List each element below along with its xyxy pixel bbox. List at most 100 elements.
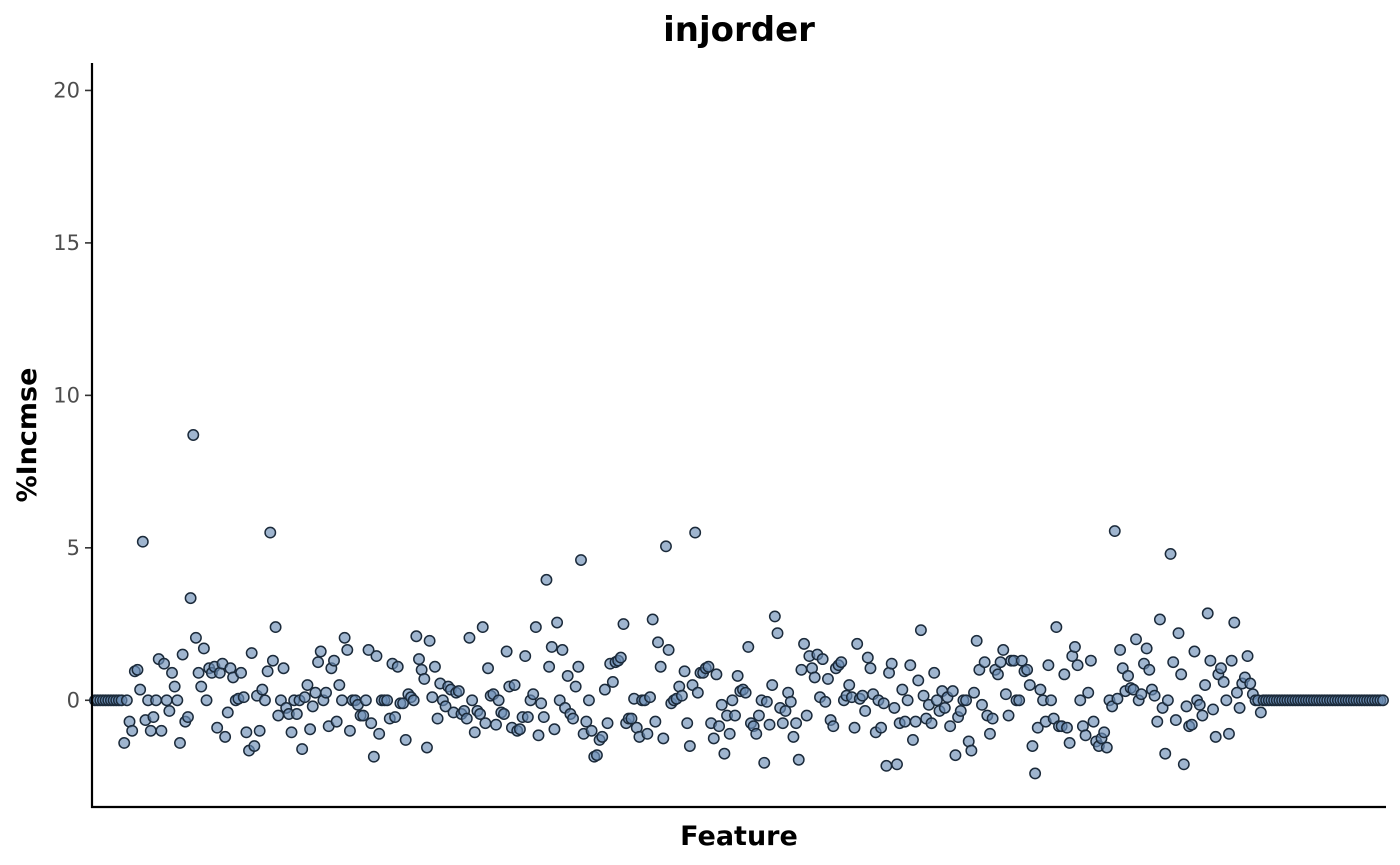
data-point: [1068, 640, 1081, 653]
data-point: [888, 701, 901, 714]
data-point: [1201, 607, 1214, 620]
data-point: [519, 650, 532, 663]
data-point: [1161, 694, 1174, 707]
data-point: [413, 653, 425, 666]
data-point: [1071, 659, 1084, 672]
data-point: [1207, 703, 1219, 716]
data-point: [660, 540, 672, 553]
y-tick-label: 10: [53, 383, 80, 407]
data-point: [598, 683, 611, 696]
data-point: [569, 680, 582, 693]
data-point: [155, 724, 168, 737]
data-point: [1199, 679, 1212, 691]
data-point: [885, 657, 898, 670]
data-point: [423, 634, 436, 647]
data-point: [718, 747, 731, 760]
data-point: [976, 698, 988, 711]
data-point: [739, 686, 752, 699]
data-point: [567, 712, 579, 725]
data-point: [1185, 718, 1198, 731]
data-point: [1015, 654, 1028, 667]
data-point: [1223, 727, 1235, 740]
data-point: [338, 631, 351, 644]
data-point: [1193, 698, 1206, 711]
data-point: [256, 683, 269, 696]
data-point: [864, 662, 877, 675]
data-point: [1204, 654, 1217, 667]
data-point: [336, 694, 348, 707]
data-point: [407, 694, 420, 707]
data-point: [925, 717, 938, 730]
data-point: [1111, 692, 1124, 705]
data-point: [176, 648, 189, 661]
data-point: [1148, 689, 1161, 702]
data-point: [766, 679, 779, 691]
data-point: [978, 656, 991, 669]
data-point: [1241, 650, 1254, 663]
y-tick-label: 20: [53, 78, 80, 102]
data-point: [1100, 741, 1113, 754]
data-point: [367, 750, 380, 763]
data-point: [1169, 714, 1182, 727]
data-point: [521, 711, 534, 723]
data-point: [681, 717, 694, 730]
data-point: [314, 645, 327, 658]
data-point: [240, 726, 253, 739]
data-point: [795, 663, 808, 676]
data-point: [490, 718, 502, 731]
data-point: [891, 758, 903, 771]
data-point: [195, 680, 208, 693]
data-point: [835, 656, 848, 669]
data-point: [1135, 688, 1148, 701]
data-point: [261, 665, 274, 678]
data-point: [1023, 679, 1036, 691]
data-point: [245, 647, 258, 659]
data-point: [1196, 709, 1209, 722]
data-point: [914, 624, 927, 637]
data-point: [899, 715, 911, 728]
data-point: [1172, 627, 1185, 640]
data-point: [928, 666, 941, 679]
data-point: [1058, 668, 1071, 681]
data-point: [312, 656, 325, 669]
y-tick-label: 5: [67, 536, 80, 560]
data-point: [359, 694, 372, 707]
data-point: [492, 694, 505, 707]
data-point: [752, 709, 765, 722]
data-point: [508, 679, 521, 691]
data-point: [580, 715, 593, 728]
data-point: [197, 642, 210, 655]
data-point: [875, 721, 888, 734]
data-point: [954, 705, 967, 717]
data-point: [500, 645, 513, 658]
data-point: [675, 689, 688, 702]
data-point: [917, 689, 930, 702]
data-point: [266, 654, 279, 667]
data-point: [991, 668, 1004, 681]
data-point: [482, 662, 494, 675]
data-point: [1122, 669, 1135, 682]
data-point: [575, 554, 587, 566]
data-point: [468, 726, 481, 739]
data-point: [1114, 644, 1127, 656]
data-point: [1175, 668, 1188, 681]
data-point: [792, 753, 805, 766]
data-point: [1153, 613, 1166, 626]
data-point: [1230, 686, 1243, 699]
data-point: [816, 653, 829, 666]
data-point: [1079, 729, 1092, 742]
data-point: [365, 717, 378, 730]
data-point: [370, 650, 383, 663]
data-point: [614, 651, 627, 664]
data-point: [1021, 663, 1034, 676]
data-point: [768, 610, 781, 623]
data-point: [585, 724, 598, 737]
data-point: [144, 724, 157, 737]
data-point: [662, 644, 675, 656]
data-point: [306, 700, 319, 713]
data-point: [968, 686, 980, 699]
data-point: [779, 705, 792, 717]
data-point: [938, 701, 951, 714]
data-point: [999, 688, 1012, 701]
